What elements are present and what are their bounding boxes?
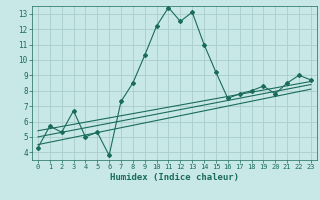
X-axis label: Humidex (Indice chaleur): Humidex (Indice chaleur) <box>110 173 239 182</box>
